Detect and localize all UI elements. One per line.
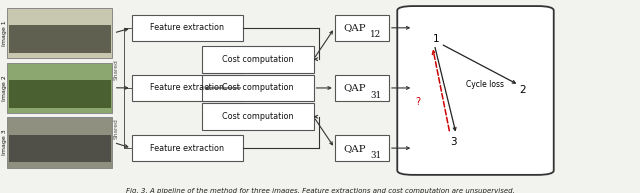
FancyBboxPatch shape	[132, 75, 243, 101]
Text: ?: ?	[415, 97, 420, 107]
Text: Fig. 3. A pipeline of the method for three images. Feature extractions and cost : Fig. 3. A pipeline of the method for thr…	[125, 187, 515, 193]
FancyBboxPatch shape	[7, 8, 113, 58]
Text: Feature extraction: Feature extraction	[150, 144, 225, 153]
Text: 31: 31	[371, 91, 381, 100]
Text: Image 2: Image 2	[2, 75, 7, 101]
Text: Cost computation: Cost computation	[222, 55, 294, 64]
Text: Cost computation: Cost computation	[222, 83, 294, 92]
FancyBboxPatch shape	[335, 14, 389, 41]
FancyBboxPatch shape	[335, 135, 389, 161]
Text: Cycle loss: Cycle loss	[465, 80, 504, 89]
FancyBboxPatch shape	[132, 135, 243, 161]
Text: 12: 12	[371, 30, 381, 40]
FancyBboxPatch shape	[7, 63, 113, 113]
FancyBboxPatch shape	[397, 6, 554, 175]
Text: Image 1: Image 1	[2, 20, 7, 46]
FancyBboxPatch shape	[9, 80, 111, 108]
FancyBboxPatch shape	[9, 25, 111, 53]
Text: 31: 31	[371, 151, 381, 160]
FancyBboxPatch shape	[202, 46, 314, 73]
FancyBboxPatch shape	[202, 103, 314, 130]
Text: 2: 2	[520, 85, 526, 96]
Text: 1: 1	[433, 34, 439, 44]
Text: Feature extraction: Feature extraction	[150, 23, 225, 32]
Text: Feature extraction: Feature extraction	[150, 83, 225, 92]
FancyBboxPatch shape	[7, 117, 113, 168]
Text: Shared: Shared	[114, 59, 119, 80]
FancyBboxPatch shape	[132, 14, 243, 41]
Text: Cost computation: Cost computation	[222, 112, 294, 121]
Text: QAP: QAP	[343, 83, 365, 92]
Text: 3: 3	[450, 137, 456, 147]
Text: QAP: QAP	[343, 23, 365, 32]
Text: Image 3: Image 3	[2, 130, 7, 155]
Text: QAP: QAP	[343, 144, 365, 153]
FancyBboxPatch shape	[202, 75, 314, 101]
FancyBboxPatch shape	[9, 135, 111, 162]
FancyBboxPatch shape	[335, 75, 389, 101]
Text: Shared: Shared	[114, 118, 119, 139]
